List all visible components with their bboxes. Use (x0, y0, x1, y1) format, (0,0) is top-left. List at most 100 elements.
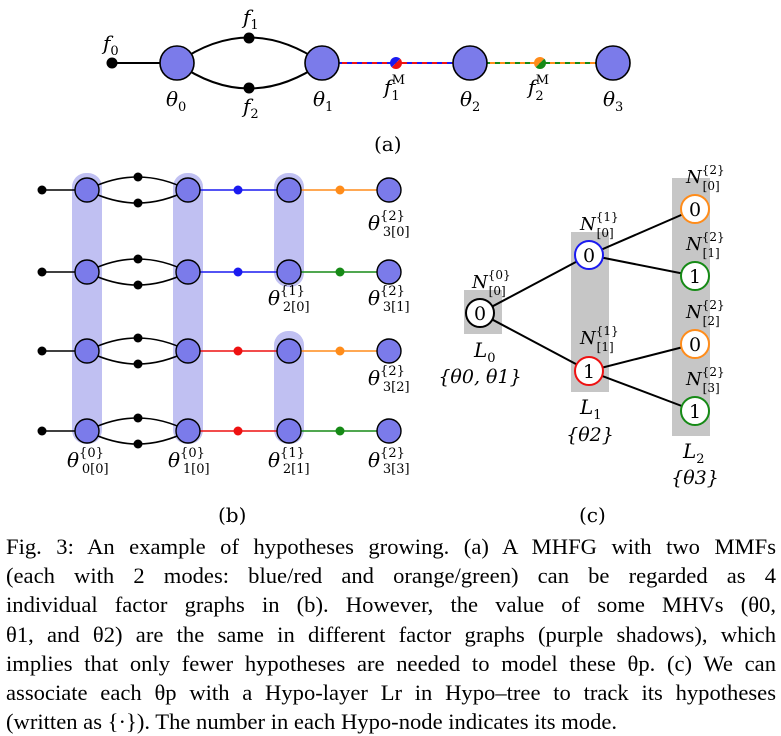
svg-text:1: 1 (583, 361, 595, 383)
label-theta1-0: θ{0} 1[0] (168, 446, 210, 477)
panel-a-label: (a) (374, 132, 402, 156)
set-L1: {θ2} (566, 424, 614, 446)
factor-f1M (233, 346, 243, 356)
label-L0: L0 (473, 338, 496, 366)
variable-t1 (175, 338, 201, 364)
variable-t1 (175, 177, 201, 203)
label-f1: f1 (241, 5, 259, 33)
factor-f2 (133, 198, 143, 208)
label-N2-1: N{2} [1] (685, 230, 725, 260)
hypo-node-N1-0: 0 (574, 240, 604, 270)
factor-f0 (37, 346, 47, 356)
caption-line: associate each θp with a Hypo-layer Lr i… (6, 680, 776, 706)
shadow-theta0 (72, 173, 102, 444)
factor-f2M (335, 346, 345, 356)
factor-f1 (133, 333, 143, 343)
factor-f1 (133, 413, 143, 423)
factor-f0 (37, 185, 47, 195)
variable-t2 (276, 338, 302, 364)
factor-f1M (233, 185, 243, 195)
svg-text:0: 0 (689, 334, 701, 356)
label-N2-3: N{2} [3] (685, 365, 725, 395)
factor-f1 (243, 32, 255, 44)
svg-text:0: 0 (474, 303, 486, 325)
hypo-node-N1-1: 1 (574, 356, 604, 386)
svg-text:0: 0 (689, 199, 701, 221)
label-theta3: θ3 (603, 87, 623, 115)
label-theta0: θ0 (166, 87, 186, 115)
tree-edge (588, 254, 696, 277)
label-N1-0: N{1} [0] (579, 210, 619, 240)
panel-c: 0 0 1 0 1 0 1 N{0} [0] N{1} [0] N{1} [1] (438, 163, 724, 527)
label-N2-2: N{2} [2] (685, 298, 725, 328)
factor-f2 (133, 359, 143, 369)
factor-f2 (243, 82, 255, 94)
factor-f2M (335, 185, 345, 195)
label-theta1: θ1 (313, 87, 333, 115)
hypo-node-N0-0: 0 (465, 298, 495, 328)
caption-line: θ1, and θ2) are the same in different fa… (6, 621, 776, 647)
caption-line: individual factor graphs in (b). However… (6, 592, 776, 618)
variable-t2 (276, 177, 302, 203)
variable-t2 (276, 259, 302, 285)
variable-t3 (376, 259, 402, 285)
label-theta3-2: θ{2} 3[2] (368, 364, 410, 395)
variable-t3 (376, 338, 402, 364)
label-theta2-0: θ{1} 2[0] (268, 284, 310, 315)
tree-edge (588, 370, 696, 412)
factor-f2M (335, 267, 345, 277)
tree-edge (479, 312, 590, 372)
label-f2M: f2M (526, 73, 549, 104)
factor-f1 (133, 254, 143, 264)
factor-f0 (106, 57, 118, 69)
variable-t0 (74, 259, 100, 285)
panel-b-label: (b) (218, 503, 246, 527)
label-f0: f0 (101, 31, 119, 59)
figure: f0 f1 f2 f1M f2M θ0 θ1 θ2 θ3 (a) θ{2} 3[0… (37, 5, 725, 527)
svg-text:0: 0 (583, 245, 595, 267)
svg-text:1: 1 (689, 401, 701, 423)
label-theta2-1: θ{1} 2[1] (268, 446, 310, 477)
label-L1: L1 (579, 395, 602, 423)
caption-line: implies that only fewer hypotheses are n… (6, 650, 776, 676)
label-f1M: f1M (382, 73, 405, 104)
shadow-theta2-0 (274, 173, 304, 287)
variable-t2 (276, 418, 302, 444)
variable-t0 (74, 177, 100, 203)
caption-line: (each with 2 modes: blue/red and orange/… (6, 563, 776, 589)
factor-f1 (133, 172, 143, 182)
factor-f0 (37, 267, 47, 277)
variable-t0 (74, 338, 100, 364)
svg-text:1: 1 (689, 266, 701, 288)
variable-t0 (74, 418, 100, 444)
factor-f2M (335, 426, 345, 436)
tree-edge (479, 254, 590, 314)
variable-t1 (175, 418, 201, 444)
shadow-theta1 (173, 173, 203, 444)
caption-line: Fig. 3: An example of hypotheses growing… (6, 534, 776, 559)
factor-f1M (233, 426, 243, 436)
factor-f1M (390, 57, 402, 69)
variable-t3 (376, 418, 402, 444)
variable-t3 (376, 177, 402, 203)
factor-f0 (37, 426, 47, 436)
factor-f1M (233, 267, 243, 277)
label-f2: f2 (241, 94, 259, 122)
variable-theta2 (452, 45, 488, 81)
panel-b: θ{2} 3[0] θ{1} 2[0] θ{2} 3[1] θ{2} 3[2] θ{0}… (37, 172, 410, 527)
figure-caption: Fig. 3: An example of hypotheses growing… (6, 532, 776, 736)
label-theta3-3: θ{2} 3[3] (368, 446, 410, 477)
label-L2: L2 (682, 439, 705, 467)
factor-f2 (133, 280, 143, 290)
factor-graph-rows (37, 172, 402, 449)
panel-a: f0 f1 f2 f1M f2M θ0 θ1 θ2 θ3 (a) (101, 5, 631, 156)
variable-t1 (175, 259, 201, 285)
factor-f2 (133, 439, 143, 449)
hypo-node-N2-2: 0 (680, 329, 710, 359)
caption-line: (written as {·}). The number in each Hyp… (6, 709, 618, 735)
tree-edge (588, 208, 696, 256)
label-theta3-0: θ{2} 3[0] (368, 209, 410, 240)
hypo-node-N2-0: 0 (680, 194, 710, 224)
label-N1-1: N{1} [1] (579, 324, 619, 354)
set-L0: {θ0, θ1} (438, 366, 521, 388)
